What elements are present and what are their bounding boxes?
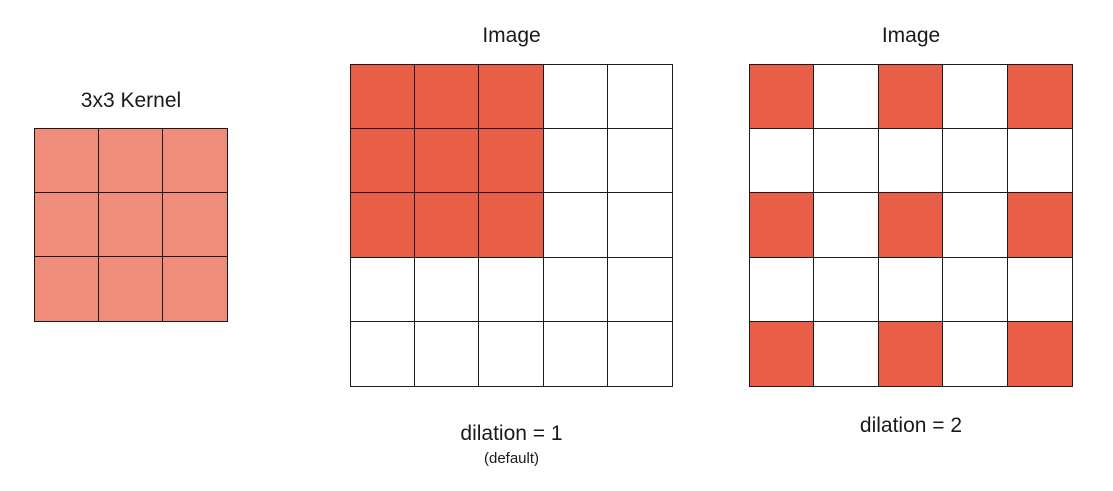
image-1-cell-r1c0 <box>351 129 416 194</box>
image-title-dilation-1: Image <box>482 24 541 47</box>
kernel-cell-r1c1 <box>99 193 163 257</box>
kernel-cell-r2c0 <box>35 257 99 321</box>
image-2-cell-r3c2 <box>878 257 944 322</box>
image-2-cell-r1c2 <box>878 129 944 194</box>
image-2-cell-r3c3 <box>943 257 1008 322</box>
image-1-cell-r2c0 <box>351 193 416 258</box>
image-grid-dilation-1 <box>350 64 673 387</box>
image-2-cell-r1c1 <box>814 129 879 194</box>
image-1-cell-r4c2 <box>479 321 544 386</box>
image-1-cell-r3c4 <box>607 257 672 322</box>
image-2-cell-r1c3 <box>943 129 1008 194</box>
image-2-cell-r2c1 <box>814 193 879 258</box>
image-2-cell-r4c3 <box>943 321 1008 386</box>
kernel-cell-r2c2 <box>163 257 227 321</box>
image-1-cell-r0c1 <box>415 65 480 130</box>
image-1-cell-r2c3 <box>543 193 608 258</box>
image-2-cell-r2c0 <box>750 193 815 258</box>
image-2-cell-r4c4 <box>1007 321 1072 386</box>
kernel-cell-r1c0 <box>35 193 99 257</box>
image-1-cell-r3c2 <box>479 257 544 322</box>
image-1-cell-r3c1 <box>415 257 480 322</box>
image-2-cell-r2c4 <box>1007 193 1072 258</box>
image-1-cell-r4c3 <box>543 321 608 386</box>
image-title-dilation-2: Image <box>881 24 941 47</box>
kernel-cell-r2c1 <box>99 257 163 321</box>
caption-dilation-2: dilation = 2 <box>859 414 963 437</box>
image-1-cell-r3c3 <box>543 257 608 322</box>
image-1-cell-r0c4 <box>607 65 672 130</box>
image-2-cell-r4c1 <box>814 321 879 386</box>
image-1-cell-r1c2 <box>479 129 544 194</box>
image-2-cell-r0c1 <box>814 65 879 130</box>
image-2-cell-r3c4 <box>1007 257 1072 322</box>
image-1-cell-r2c2 <box>479 193 544 258</box>
subcaption-default: (default) <box>483 450 540 467</box>
image-2-cell-r0c0 <box>750 65 815 130</box>
image-1-cell-r2c4 <box>607 193 672 258</box>
caption-dilation-1: dilation = 1 <box>460 422 563 445</box>
image-2-cell-r3c0 <box>750 257 815 322</box>
image-1-cell-r4c4 <box>607 321 672 386</box>
image-1-cell-r2c1 <box>415 193 480 258</box>
image-1-cell-r0c0 <box>351 65 416 130</box>
image-2-cell-r3c1 <box>814 257 879 322</box>
image-2-cell-r1c4 <box>1007 129 1072 194</box>
image-2-cell-r2c2 <box>878 193 944 258</box>
image-2-cell-r0c3 <box>943 65 1008 130</box>
image-1-cell-r0c3 <box>543 65 608 130</box>
image-grid-dilation-2 <box>749 64 1073 387</box>
image-1-cell-r1c3 <box>543 129 608 194</box>
image-2-cell-r0c4 <box>1007 65 1072 130</box>
kernel-cell-r0c1 <box>99 129 163 193</box>
image-1-cell-r4c0 <box>351 321 416 386</box>
image-2-cell-r4c0 <box>750 321 815 386</box>
image-1-cell-r1c4 <box>607 129 672 194</box>
image-2-cell-r0c2 <box>878 65 944 130</box>
kernel-cell-r0c2 <box>163 129 227 193</box>
kernel-cell-r0c0 <box>35 129 99 193</box>
kernel-title: 3x3 Kernel <box>80 89 182 112</box>
image-2-cell-r2c3 <box>943 193 1008 258</box>
image-2-cell-r1c0 <box>750 129 815 194</box>
kernel-cell-r1c2 <box>163 193 227 257</box>
image-1-cell-r0c2 <box>479 65 544 130</box>
image-1-cell-r1c1 <box>415 129 480 194</box>
kernel-grid <box>34 128 228 322</box>
image-1-cell-r3c0 <box>351 257 416 322</box>
image-1-cell-r4c1 <box>415 321 480 386</box>
image-2-cell-r4c2 <box>878 321 944 386</box>
